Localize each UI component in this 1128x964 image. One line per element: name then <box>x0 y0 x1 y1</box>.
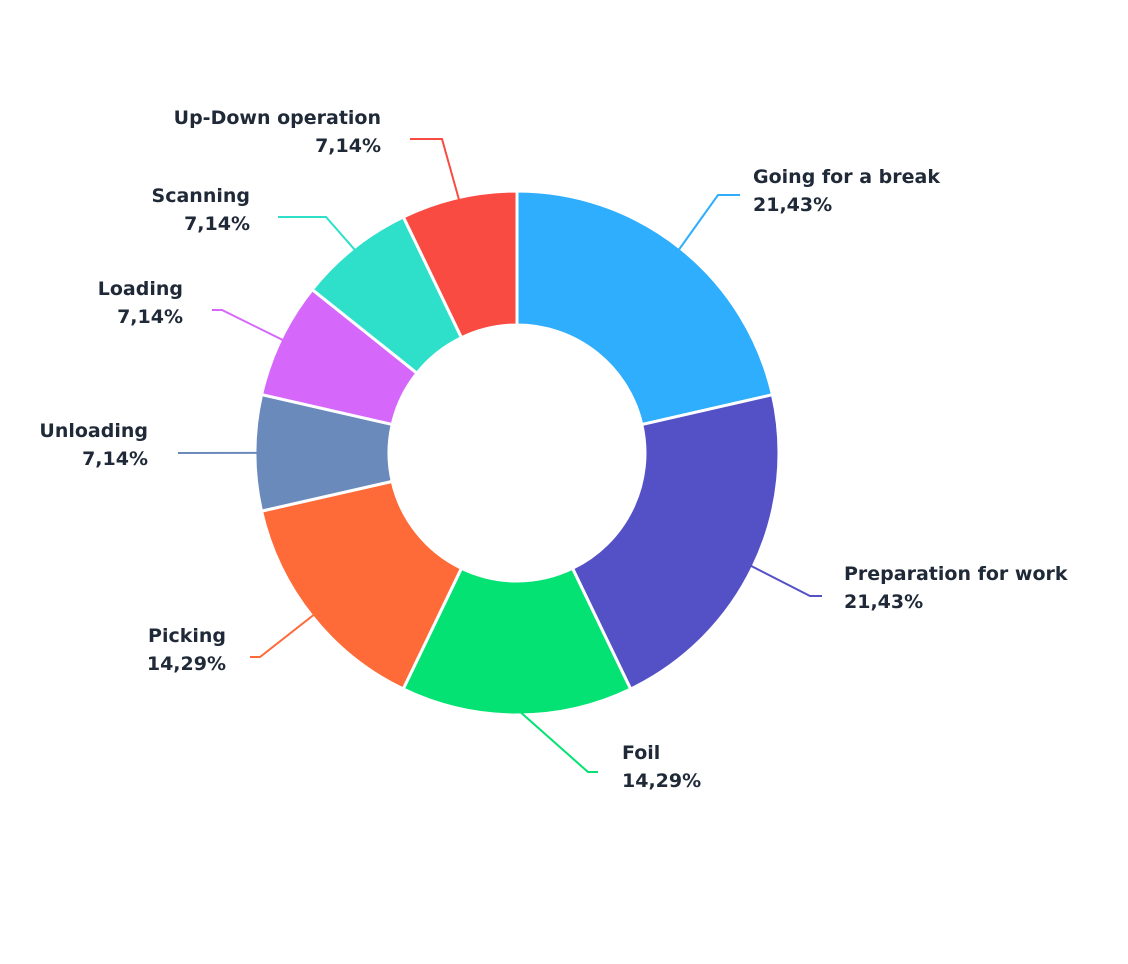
connector-picking <box>250 611 318 658</box>
value-foil: 14,29% <box>622 770 701 792</box>
connector-foil <box>516 708 598 773</box>
slice-labels: Going for a break 21,43% Preparation for w… <box>39 107 1067 792</box>
label-preparation-for-work: Preparation for work <box>844 563 1068 585</box>
label-loading: Loading <box>98 278 183 300</box>
donut-slices <box>253 189 781 717</box>
value-going-for-a-break: 21,43% <box>753 194 832 216</box>
connector-going-for-a-break <box>675 194 740 254</box>
label-going-for-a-break: Going for a break <box>753 166 940 188</box>
label-up-down-operation: Up-Down operation <box>174 107 381 129</box>
label-picking: Picking <box>148 625 226 647</box>
slice-going-for-a-break[interactable] <box>515 189 774 427</box>
connector-up-down-operation <box>410 138 462 204</box>
connector-scanning <box>278 216 359 254</box>
connector-preparation-for-work <box>747 563 822 597</box>
value-unloading: 7,14% <box>82 448 148 470</box>
slice-foil[interactable] <box>401 566 633 717</box>
label-foil: Foil <box>622 742 660 764</box>
slice-preparation-for-work[interactable] <box>571 393 781 691</box>
label-unloading: Unloading <box>39 420 148 442</box>
value-scanning: 7,14% <box>184 213 250 235</box>
value-preparation-for-work: 21,43% <box>844 591 923 613</box>
value-picking: 14,29% <box>147 653 226 675</box>
slice-picking[interactable] <box>260 479 463 691</box>
slice-up-down-operation[interactable] <box>401 189 519 340</box>
value-loading: 7,14% <box>117 306 183 328</box>
connector-loading <box>212 309 287 343</box>
label-connectors <box>177 138 822 773</box>
value-up-down-operation: 7,14% <box>315 135 381 157</box>
label-scanning: Scanning <box>152 185 250 207</box>
